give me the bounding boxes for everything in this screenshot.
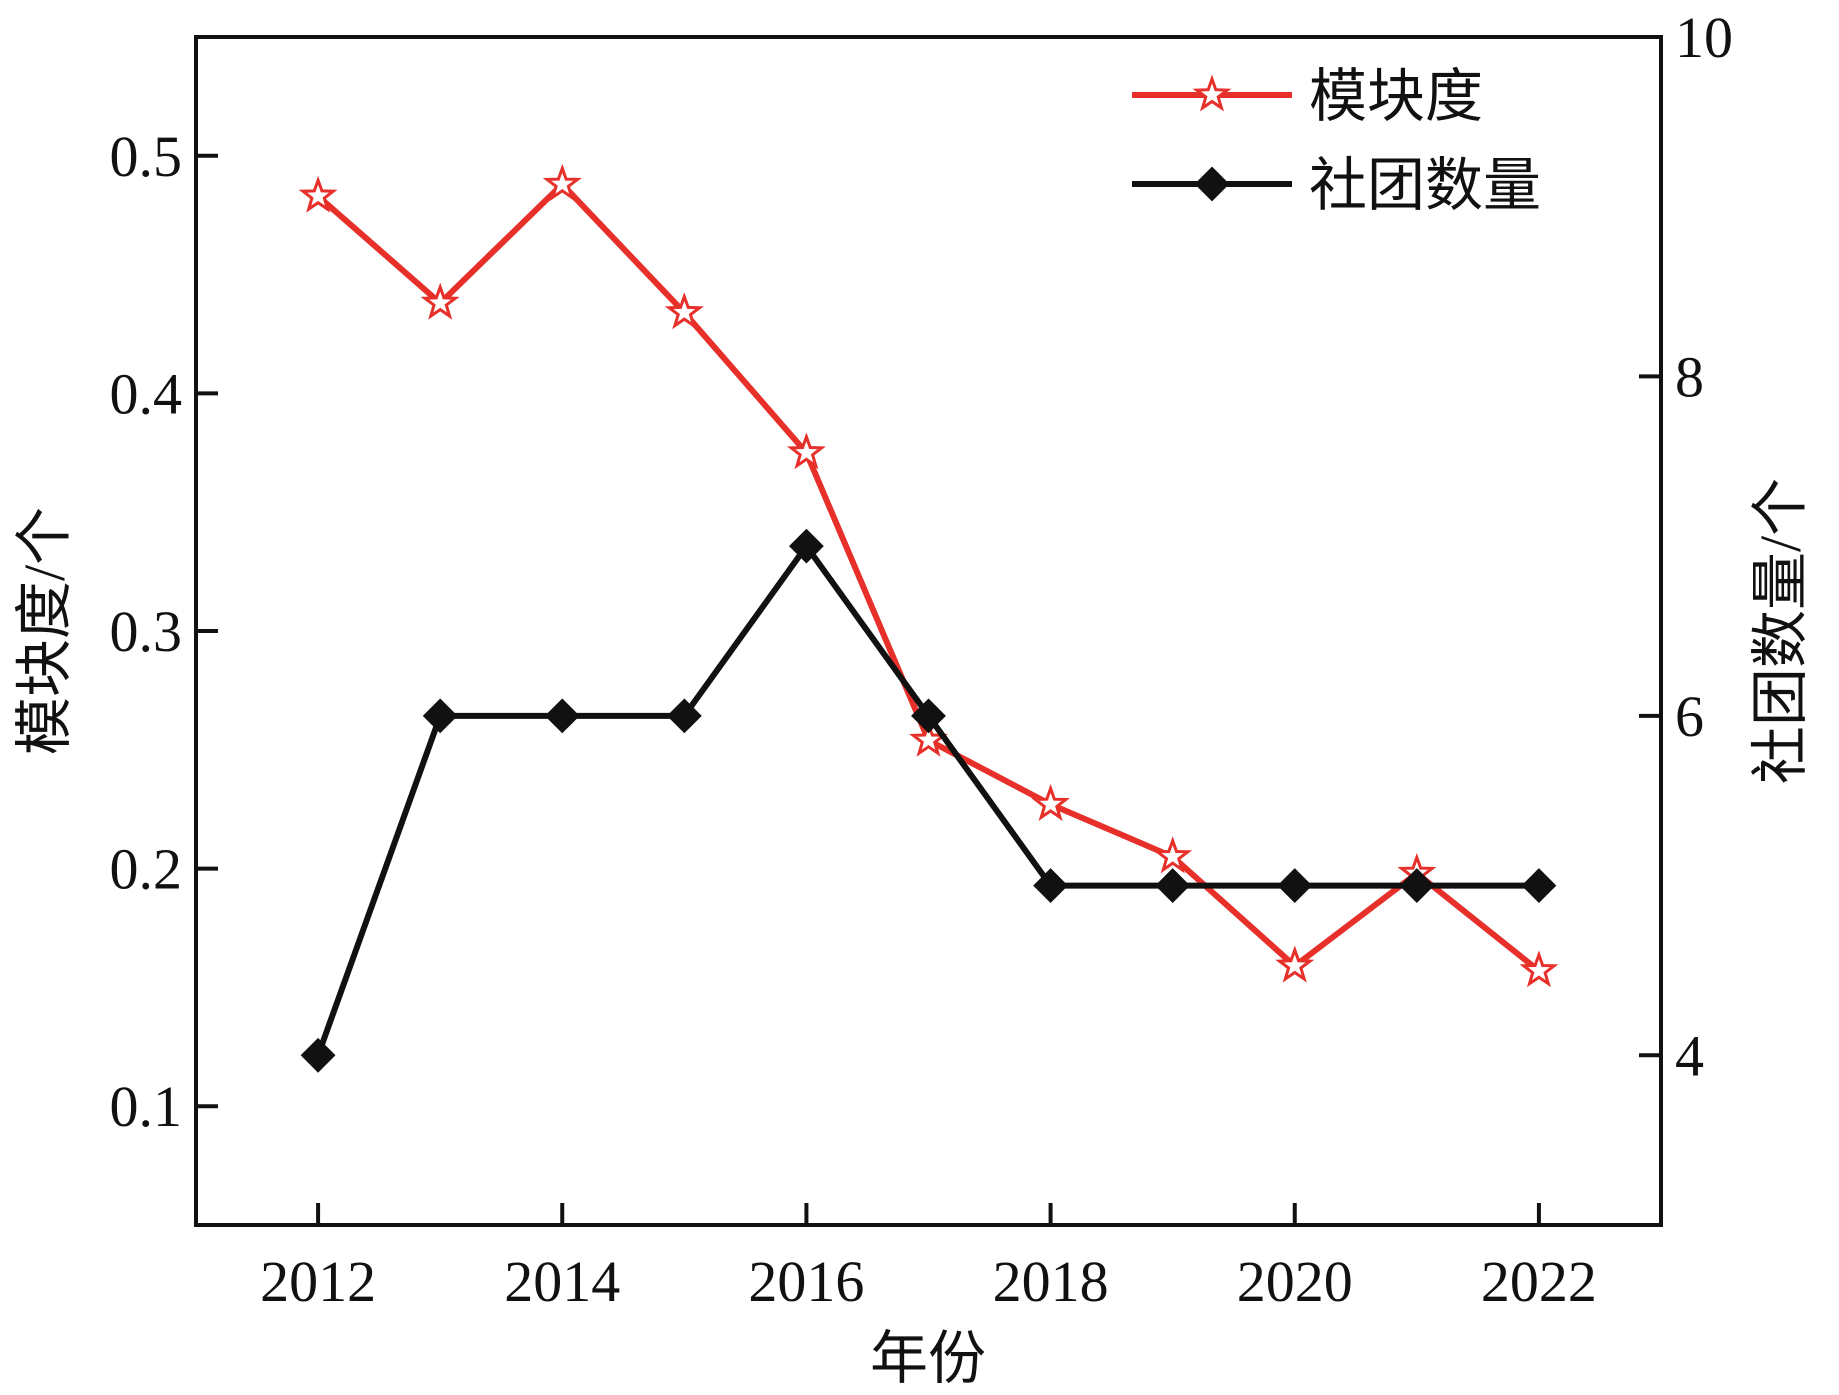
data-point xyxy=(911,698,946,734)
legend-marker-0 xyxy=(1192,74,1232,112)
x-tick-label: 2020 xyxy=(1237,1249,1353,1314)
data-point xyxy=(1275,945,1315,983)
left-axis-title: 模块度/个 xyxy=(12,507,77,755)
x-axis-title: 年份 xyxy=(870,1326,986,1391)
x-tick-label: 2012 xyxy=(260,1249,376,1314)
series-layer xyxy=(298,163,1559,1073)
left-tick-label: 0.2 xyxy=(110,837,183,902)
data-point xyxy=(1399,868,1435,903)
x-tick-label: 2022 xyxy=(1481,1249,1597,1314)
axis-layer: 2012 2014 2016 2018 2020 2022 0.1 0.2 0.3 0.4 0.5 4… xyxy=(110,5,1734,1314)
x-tick-label: 2018 xyxy=(993,1249,1109,1314)
left-tick-label: 0.5 xyxy=(110,124,183,189)
left-tick-label: 0.3 xyxy=(110,599,183,664)
data-point xyxy=(1521,868,1557,903)
series-0 xyxy=(298,163,1559,988)
right-axis-title: 社团数量/个 xyxy=(1748,478,1813,784)
legend: 模块度 社团数量 xyxy=(1132,64,1541,218)
data-point xyxy=(544,698,580,734)
data-point xyxy=(420,282,460,320)
data-point xyxy=(786,432,826,470)
legend-label-modularity: 模块度 xyxy=(1309,64,1483,129)
legend-marker-1 xyxy=(1194,166,1230,202)
x-tick-label: 2014 xyxy=(504,1249,620,1314)
data-point xyxy=(1155,868,1191,903)
left-tick-label: 0.4 xyxy=(110,361,183,426)
right-tick-label: 8 xyxy=(1675,344,1704,409)
data-point xyxy=(1031,783,1071,822)
right-tick-label: 4 xyxy=(1675,1023,1704,1088)
left-tick-label: 0.1 xyxy=(110,1074,183,1139)
data-point xyxy=(300,1037,336,1073)
data-point xyxy=(542,163,582,201)
data-point xyxy=(298,175,338,213)
x-tick-label: 2016 xyxy=(748,1249,864,1314)
right-tick-label: 6 xyxy=(1675,684,1704,749)
data-point xyxy=(789,528,824,564)
right-tick-label: 10 xyxy=(1675,5,1733,70)
data-point xyxy=(666,698,702,734)
series-line-0 xyxy=(316,181,1541,974)
data-point xyxy=(1033,868,1068,903)
data-point xyxy=(1519,950,1559,988)
legend-label-community-count: 社团数量 xyxy=(1309,153,1541,218)
data-point xyxy=(1277,868,1313,903)
data-point xyxy=(664,292,704,330)
data-point xyxy=(1153,836,1193,874)
data-point xyxy=(422,698,458,734)
series-1 xyxy=(300,528,1557,1073)
series-line-1 xyxy=(315,543,1539,1057)
